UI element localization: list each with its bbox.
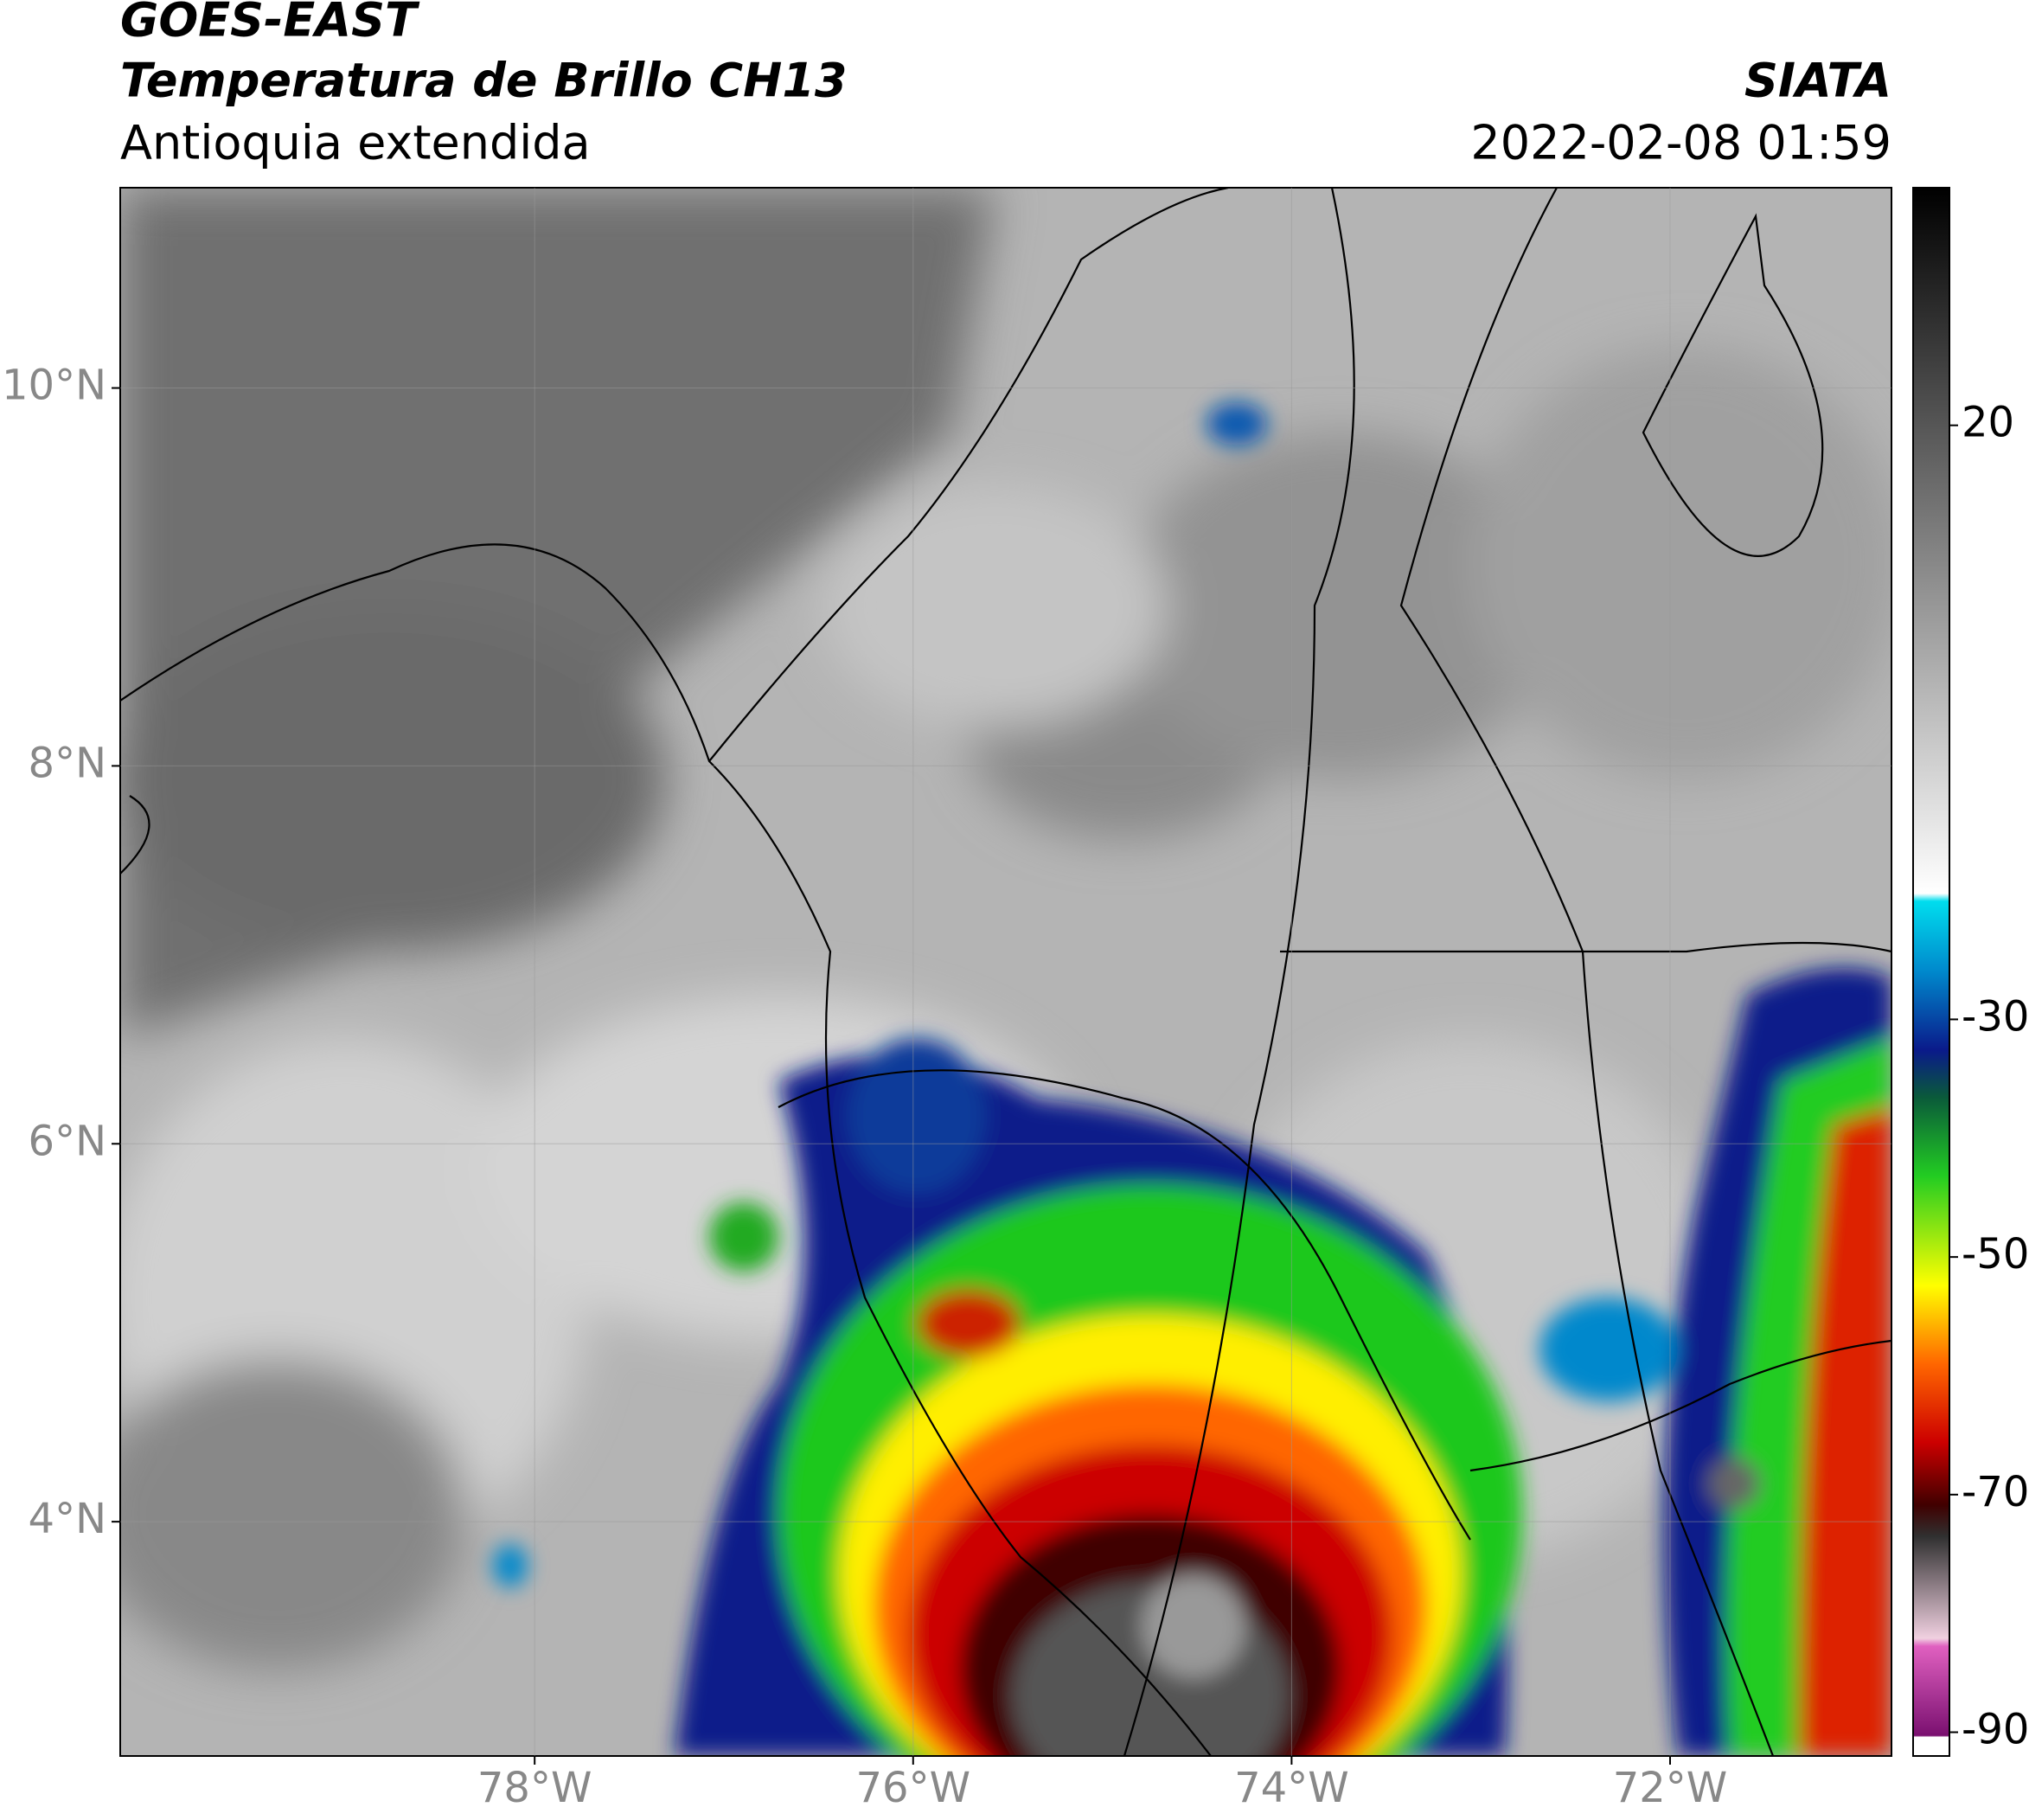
colorbar-tick-label: 20 <box>1962 399 2014 447</box>
colorbar-tick-label: -30 <box>1962 992 2029 1041</box>
x-tick-label: 76°W <box>856 1764 971 1812</box>
colorbar-tick-label: -50 <box>1962 1230 2029 1278</box>
map-frame <box>119 187 1892 1757</box>
boundaries <box>120 188 1891 1756</box>
colorbar-tick-label: -70 <box>1962 1468 2029 1516</box>
satellite-image <box>120 188 1891 1756</box>
y-tick-label: 4°N <box>29 1495 106 1543</box>
y-tick-label: 10°N <box>2 362 106 410</box>
x-tick-label: 78°W <box>477 1764 592 1812</box>
x-tick-label: 72°W <box>1613 1764 1728 1812</box>
x-tick-label: 74°W <box>1234 1764 1349 1812</box>
y-tick-label: 6°N <box>29 1117 106 1165</box>
datetime: 2022-02-08 01:59 <box>1470 116 1891 170</box>
y-tick-label: 8°N <box>29 739 106 787</box>
satellite: GOES-EAST <box>120 0 420 48</box>
colorbar <box>1912 187 1950 1757</box>
organization: SIATA <box>1744 54 1891 108</box>
product: Temperatura de Brillo CH13 <box>120 54 848 108</box>
region: Antioquia extendida <box>120 116 591 170</box>
colorbar-tick-label: -90 <box>1962 1706 2029 1754</box>
